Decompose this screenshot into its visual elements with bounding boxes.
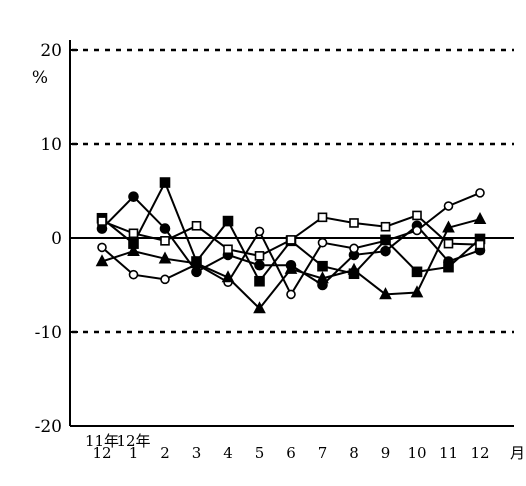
data-point [412, 225, 422, 236]
y-tick-label: -20 [35, 417, 62, 437]
data-point [443, 238, 454, 249]
x-tick-label: 8 [349, 444, 359, 462]
data-point [410, 285, 424, 298]
x-tick-label: 6 [286, 444, 296, 462]
series-filled-triangle [95, 211, 487, 314]
y-tick-label: 10 [40, 135, 62, 155]
data-point [380, 221, 391, 232]
data-point [473, 211, 487, 224]
data-point [95, 254, 109, 267]
y-tick-labels: 20 10 0 -10 -20 [35, 41, 78, 437]
y-tick-label: 0 [51, 229, 62, 249]
data-point [380, 234, 391, 246]
axes [69, 40, 514, 427]
data-point [254, 275, 265, 287]
series-open-square [97, 210, 485, 261]
data-point [347, 262, 361, 275]
x-tick-label: 4 [223, 444, 233, 462]
data-point [349, 218, 359, 228]
data-point [317, 212, 328, 223]
data-point [127, 243, 140, 256]
data-point [317, 237, 328, 248]
data-point [128, 269, 139, 280]
data-point [349, 243, 359, 254]
data-point [286, 235, 296, 245]
data-point [254, 226, 265, 237]
data-point [159, 177, 171, 188]
y-tick-label: 20 [40, 41, 62, 61]
x-tick-label: 3 [192, 444, 202, 462]
data-point [284, 261, 298, 274]
data-point [253, 301, 266, 314]
data-point [158, 251, 172, 264]
x-tick-label: 11 [439, 444, 458, 462]
data-point [443, 201, 454, 211]
x-tick-label: 12 [92, 444, 111, 462]
data-point [191, 220, 202, 231]
x-unit-label: 月 [510, 444, 525, 462]
data-point [160, 274, 170, 285]
x-tick-label: 2 [160, 444, 170, 462]
data-point [475, 239, 485, 250]
data-point [221, 270, 235, 283]
series-group [95, 177, 487, 314]
x-tick-labels: 12 1 2 3 4 5 6 7 8 9 10 11 12 [92, 444, 489, 462]
data-point [379, 287, 392, 300]
x-tick-label: 5 [255, 444, 265, 462]
x-tick-label: 1 [129, 444, 139, 462]
year-label: 11年 [85, 432, 119, 450]
x-tick-label: 10 [407, 444, 426, 462]
data-point [128, 228, 139, 239]
data-point [286, 289, 296, 300]
data-point [254, 259, 265, 271]
x-tick-label: 7 [318, 444, 328, 462]
data-point [128, 191, 139, 202]
y-tick-label: -10 [35, 323, 62, 343]
data-point [97, 242, 107, 253]
data-point [222, 215, 234, 227]
data-point [160, 236, 170, 246]
data-point [190, 256, 203, 269]
data-point [412, 210, 422, 221]
y-unit-label: % [32, 68, 48, 88]
data-point [317, 260, 328, 272]
gridlines [72, 48, 514, 334]
x-tick-label: 12 [470, 444, 489, 462]
data-point [475, 188, 485, 198]
data-point [442, 220, 455, 233]
data-point [254, 251, 265, 261]
data-point [159, 223, 171, 234]
data-point [97, 216, 107, 226]
data-point [380, 245, 391, 257]
data-point [411, 266, 423, 278]
series-open-circle [97, 188, 485, 300]
data-point [316, 271, 329, 284]
data-point [223, 244, 233, 255]
data-point [443, 261, 454, 273]
year-label: 12年 [116, 432, 150, 450]
x-tick-label: 9 [381, 444, 391, 462]
